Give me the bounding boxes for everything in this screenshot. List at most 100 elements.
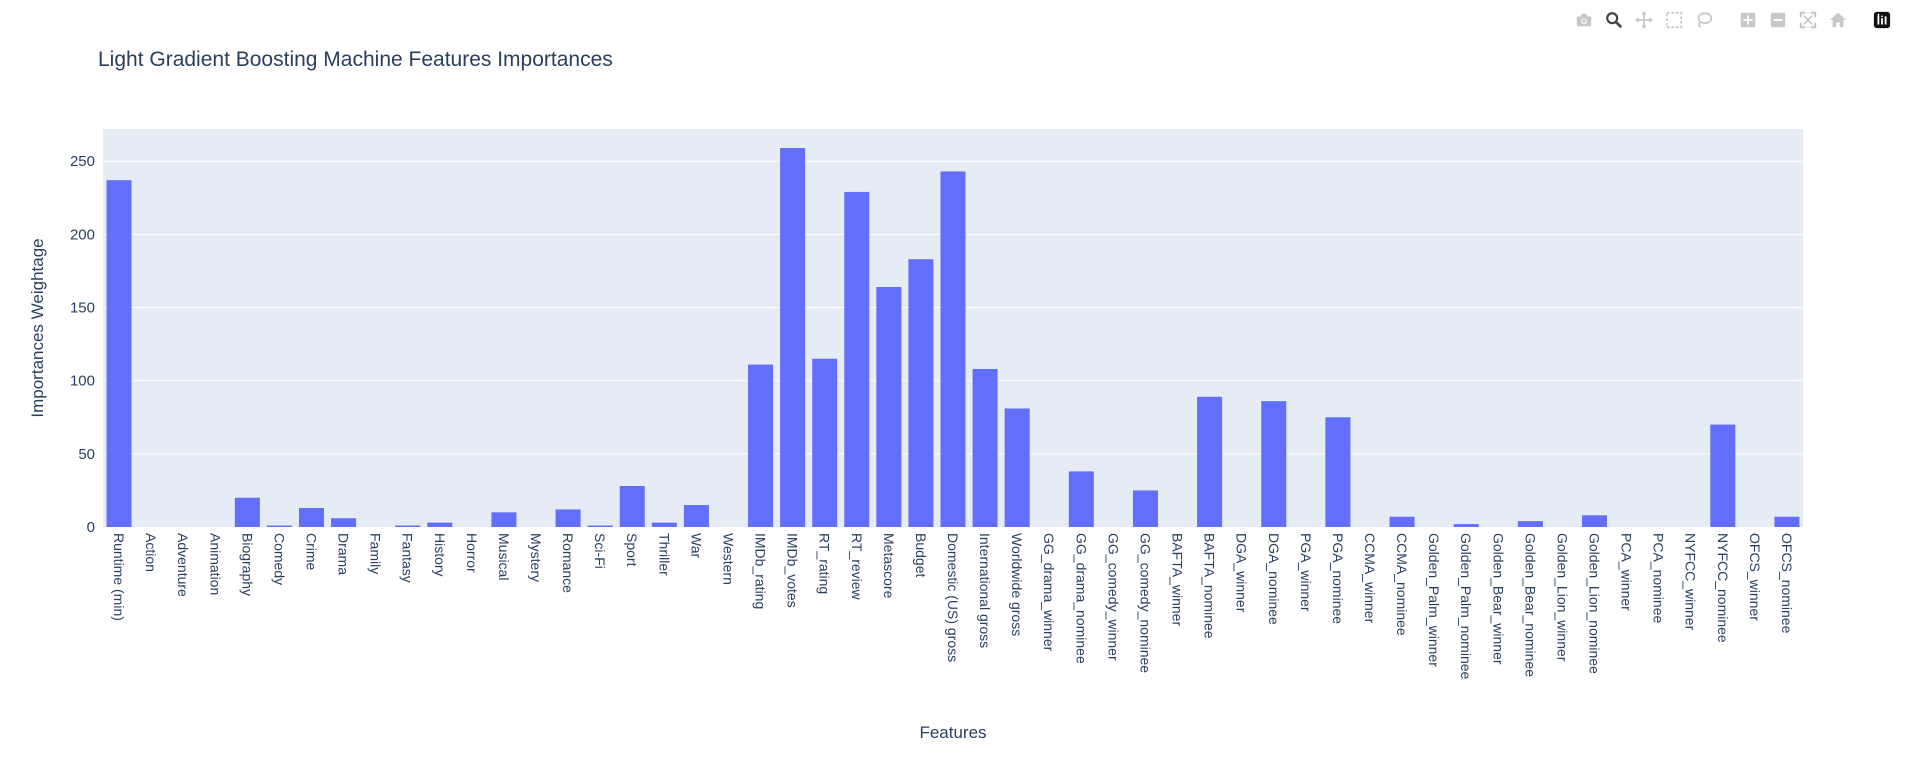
reset-axes-icon[interactable] <box>1825 8 1851 32</box>
bar[interactable] <box>1517 521 1543 527</box>
y-tick-label: 150 <box>70 300 95 317</box>
x-axis-label: Features <box>919 723 986 742</box>
bar[interactable] <box>1774 516 1800 527</box>
autoscale-icon[interactable] <box>1795 8 1821 32</box>
bar[interactable] <box>908 259 934 527</box>
x-tick-label: DGA_winner <box>1234 533 1250 613</box>
bar[interactable] <box>266 525 292 527</box>
x-tick-label: History <box>432 533 448 577</box>
bar[interactable] <box>491 512 517 527</box>
bar[interactable] <box>1197 396 1223 527</box>
x-tick-label: Domestic (US) gross <box>945 533 961 662</box>
bar[interactable] <box>555 509 581 527</box>
chart-title: Light Gradient Boosting Machine Features… <box>98 48 613 71</box>
x-tick-label: IMDb_rating <box>753 533 769 609</box>
bar[interactable] <box>587 525 613 527</box>
bar[interactable] <box>1710 424 1736 527</box>
x-tick-label: PGA_winner <box>1298 533 1314 612</box>
x-tick-label: OFCS_nominee <box>1779 533 1795 634</box>
bar[interactable] <box>1325 417 1351 527</box>
bars <box>106 148 1800 527</box>
plotly-logo-icon[interactable] <box>1869 8 1895 32</box>
bar[interactable] <box>812 358 838 527</box>
x-tick-labels: Runtime (min) Action Adventure Animation Bio… <box>111 533 1795 680</box>
x-tick-label: Golden_Palm_nominee <box>1458 533 1474 680</box>
bar[interactable] <box>234 497 260 527</box>
x-tick-label: Worldwide gross <box>1009 533 1025 636</box>
x-tick-label: Golden_Bear_nominee <box>1522 533 1538 677</box>
bar[interactable] <box>780 148 806 527</box>
bar[interactable] <box>298 507 324 527</box>
x-tick-label: Runtime (min) <box>111 533 127 621</box>
bar[interactable] <box>683 505 709 527</box>
box-select-icon[interactable] <box>1661 8 1687 32</box>
zoom-out-icon[interactable] <box>1765 8 1791 32</box>
x-tick-label: Fantasy <box>400 533 416 583</box>
bar[interactable] <box>106 180 132 527</box>
x-tick-label: Mystery <box>528 533 544 582</box>
bar[interactable] <box>395 525 421 527</box>
bar[interactable] <box>1004 408 1030 527</box>
x-tick-label: Budget <box>913 533 929 577</box>
x-tick-label: Golden_Bear_winner <box>1490 533 1506 665</box>
x-tick-label: PCA_winner <box>1619 533 1635 611</box>
x-tick-label: Romance <box>560 533 576 593</box>
y-tick-label: 100 <box>70 373 95 390</box>
x-tick-label: PCA_nominee <box>1651 533 1667 623</box>
x-tick-label: War <box>688 533 704 558</box>
bar[interactable] <box>427 522 453 527</box>
x-tick-label: IMDb_votes <box>785 533 801 608</box>
bar[interactable] <box>1582 515 1608 527</box>
bar[interactable] <box>651 522 677 527</box>
pan-icon[interactable] <box>1631 8 1657 32</box>
zoom-icon[interactable] <box>1601 8 1627 32</box>
bar[interactable] <box>748 364 774 527</box>
x-tick-label: RT_rating <box>817 533 833 594</box>
x-tick-label: NYFCC_nominee <box>1715 533 1731 643</box>
x-tick-label: BAFTA_nominee <box>1202 533 1218 639</box>
x-tick-label: CCMA_nominee <box>1394 533 1410 636</box>
bar[interactable] <box>1453 524 1479 527</box>
x-tick-label: Golden_Lion_winner <box>1554 533 1570 662</box>
x-tick-label: Biography <box>239 533 255 596</box>
y-tick-label: 250 <box>70 153 95 170</box>
x-tick-label: Metascore <box>881 533 897 599</box>
x-tick-label: BAFTA_winner <box>1170 533 1186 626</box>
bar[interactable] <box>876 287 902 527</box>
bar[interactable] <box>1068 471 1094 527</box>
x-tick-label: Drama <box>336 533 352 575</box>
bar[interactable] <box>940 171 966 527</box>
lasso-select-icon[interactable] <box>1691 8 1717 32</box>
x-tick-label: Sci-Fi <box>592 533 608 569</box>
x-tick-label: Adventure <box>175 533 191 597</box>
bar[interactable] <box>1261 401 1287 527</box>
bar[interactable] <box>331 518 357 527</box>
bar[interactable] <box>844 191 870 527</box>
bar[interactable] <box>1132 490 1158 527</box>
x-tick-label: Action <box>143 533 159 572</box>
x-tick-label: Animation <box>207 533 223 595</box>
x-tick-label: Horror <box>464 533 480 573</box>
zoom-in-icon[interactable] <box>1735 8 1761 32</box>
y-tick-label: 200 <box>70 226 95 243</box>
y-tick-labels: 0 50 100 150 200 250 <box>70 153 95 536</box>
x-tick-label: OFCS_winner <box>1747 533 1763 621</box>
x-tick-label: DGA_nominee <box>1266 533 1282 625</box>
x-tick-label: Comedy <box>271 533 287 585</box>
x-tick-label: CCMA_winner <box>1362 533 1378 624</box>
x-tick-label: GG_comedy_winner <box>1105 533 1121 661</box>
x-tick-label: Western <box>720 533 736 585</box>
x-tick-label: GG_comedy_nominee <box>1137 533 1153 673</box>
bar[interactable] <box>1389 516 1415 527</box>
x-tick-label: Sport <box>624 533 640 567</box>
camera-icon[interactable] <box>1571 8 1597 32</box>
y-tick-label: 50 <box>78 446 95 463</box>
x-tick-label: Musical <box>496 533 512 580</box>
bar[interactable] <box>972 368 998 527</box>
x-tick-label: PGA_nominee <box>1330 533 1346 624</box>
bar[interactable] <box>619 486 645 527</box>
x-tick-label: Family <box>368 533 384 574</box>
modebar <box>1571 8 1895 32</box>
